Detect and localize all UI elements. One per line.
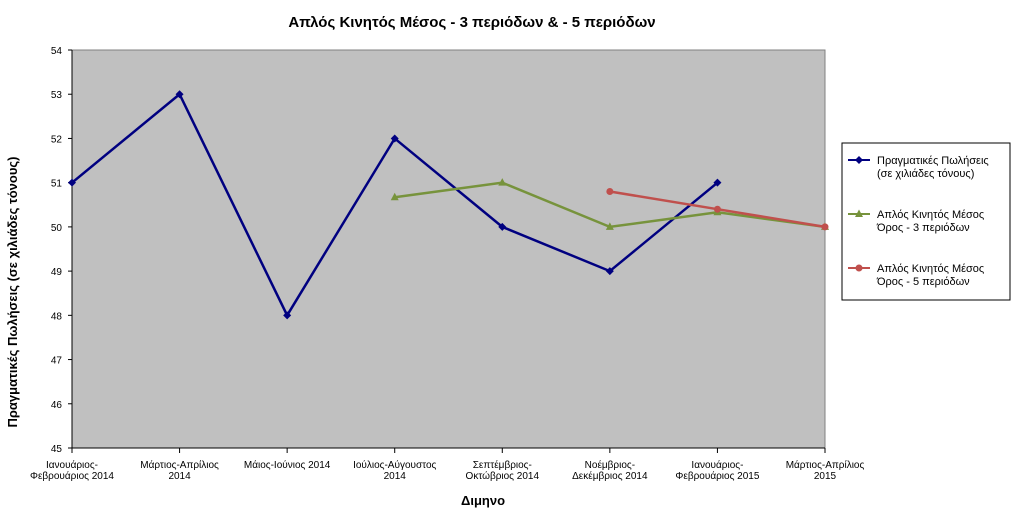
y-axis-title: Πραγματικές Πωλήσεις (σε χιλιάδες τόνους… (5, 156, 20, 427)
x-tick-label-line: Μάρτιος-Απρίλιος (786, 459, 865, 471)
data-point-series-2 (498, 178, 507, 186)
data-point-series-3 (713, 205, 721, 213)
data-point-series-1 (713, 178, 722, 187)
x-tick-label: Ιανουάριος-Φεβρουάριος 2014 (30, 459, 114, 482)
data-point-series-1 (605, 267, 614, 276)
x-tick-label-line: Ιανουάριος- (46, 459, 98, 471)
legend-marker-2 (855, 209, 863, 217)
y-tick-label: 51 (51, 179, 63, 190)
legend-box (841, 142, 1011, 301)
x-tick-label-line: Νοέμβριος- (585, 459, 635, 471)
data-point-series-2 (605, 222, 614, 230)
legend-label-line: Απλός Κινητός Μέσος (877, 263, 984, 275)
data-point-series-2 (390, 192, 399, 201)
x-tick-label-line: Οκτώβριος 2014 (466, 470, 540, 482)
y-tick-label: 45 (51, 444, 63, 455)
x-tick-label-line: Μάρτιος-Απρίλιος (140, 459, 219, 471)
x-tick-label: Μάρτιος-Απρίλιος 2014 (140, 459, 219, 482)
legend-label-line: Όρος - 3 περιόδων (876, 222, 970, 234)
x-tick-label: Νοέμβριος-Δεκέμβριος 2014 (572, 459, 648, 482)
x-tick-label-line: Φεβρουάριος 2014 (30, 470, 114, 482)
x-tick-label-line: 2015 (814, 471, 837, 482)
x-tick-label-line: 2014 (168, 471, 191, 482)
x-tick-label: Μάρτιος-Απρίλιος 2015 (786, 459, 865, 482)
chart-title: Απλός Κινητός Μέσος - 3 περιόδων & - 5 π… (288, 14, 655, 31)
legend-label-2: Απλός Κινητός Μέσος Όρος - 3 περιόδων (876, 209, 984, 234)
legend-label-3: Απλός Κινητός Μέσος Όρος - 5 περιόδων (876, 263, 984, 288)
legend-label-line: Απλός Κινητός Μέσος (877, 209, 984, 221)
x-tick-label: Ιανουάριος-Φεβρουάριος 2015 (675, 459, 759, 482)
y-tick-label: 47 (51, 356, 63, 367)
data-point-series-3 (606, 188, 614, 196)
x-tick-label-line: Φεβρουάριος 2015 (675, 470, 759, 482)
x-tick-label-line: Ιούλιος-Αύγουστος (353, 459, 436, 471)
y-tick-label: 53 (51, 90, 63, 101)
x-tick-label-line: Δεκέμβριος 2014 (572, 470, 648, 482)
y-tick-label: 48 (51, 311, 63, 322)
series-layer (68, 90, 829, 320)
x-tick-label: Ιούλιος-Αύγουστος 2014 (353, 459, 436, 482)
data-point-series-1 (498, 222, 507, 231)
legend-label-line: Όρος - 5 περιόδων (876, 276, 970, 288)
y-tick-label: 54 (51, 46, 63, 57)
x-tick-label: Σεπτέμβριος-Οκτώβριος 2014 (466, 459, 540, 482)
y-tick-label: 50 (51, 223, 63, 234)
y-tick-label: 49 (51, 267, 63, 278)
legend-label-1: Πραγματικές Πωλήσεις (σε χιλιάδες τόνους) (877, 155, 989, 180)
data-point-series-1 (283, 311, 292, 320)
x-tick-label-line: 2014 (384, 471, 407, 482)
data-point-series-1 (68, 178, 76, 187)
y-tick-label: 52 (51, 134, 63, 145)
x-axis: Ιανουάριος-Φεβρουάριος 2014Μάρτιος-Απρίλ… (30, 447, 865, 482)
y-axis: 45 46 47 48 49 50 51 52 53 54 (51, 46, 73, 455)
x-tick-label-line: Μάιος-Ιούνιος 2014 (244, 459, 331, 471)
data-point-series-1 (390, 134, 399, 143)
legend-label-line: Πραγματικές Πωλήσεις (877, 155, 989, 167)
legend-label-line: (σε χιλιάδες τόνους) (877, 168, 974, 180)
x-tick-label: Μάιος-Ιούνιος 2014 (244, 459, 331, 471)
data-point-series-1 (175, 90, 184, 99)
y-tick-label: 46 (51, 400, 63, 411)
data-point-series-3 (821, 223, 829, 231)
x-tick-label-line: Σεπτέμβριος- (473, 459, 532, 471)
legend-marker-3 (855, 264, 863, 272)
legend: Πραγματικές Πωλήσεις (σε χιλιάδες τόνους)… (841, 142, 1011, 301)
x-tick-label-line: Ιανουάριος- (691, 459, 743, 471)
x-axis-title: Διμηνο (461, 493, 505, 508)
plot-area (71, 49, 826, 449)
legend-marker-1 (855, 156, 863, 164)
